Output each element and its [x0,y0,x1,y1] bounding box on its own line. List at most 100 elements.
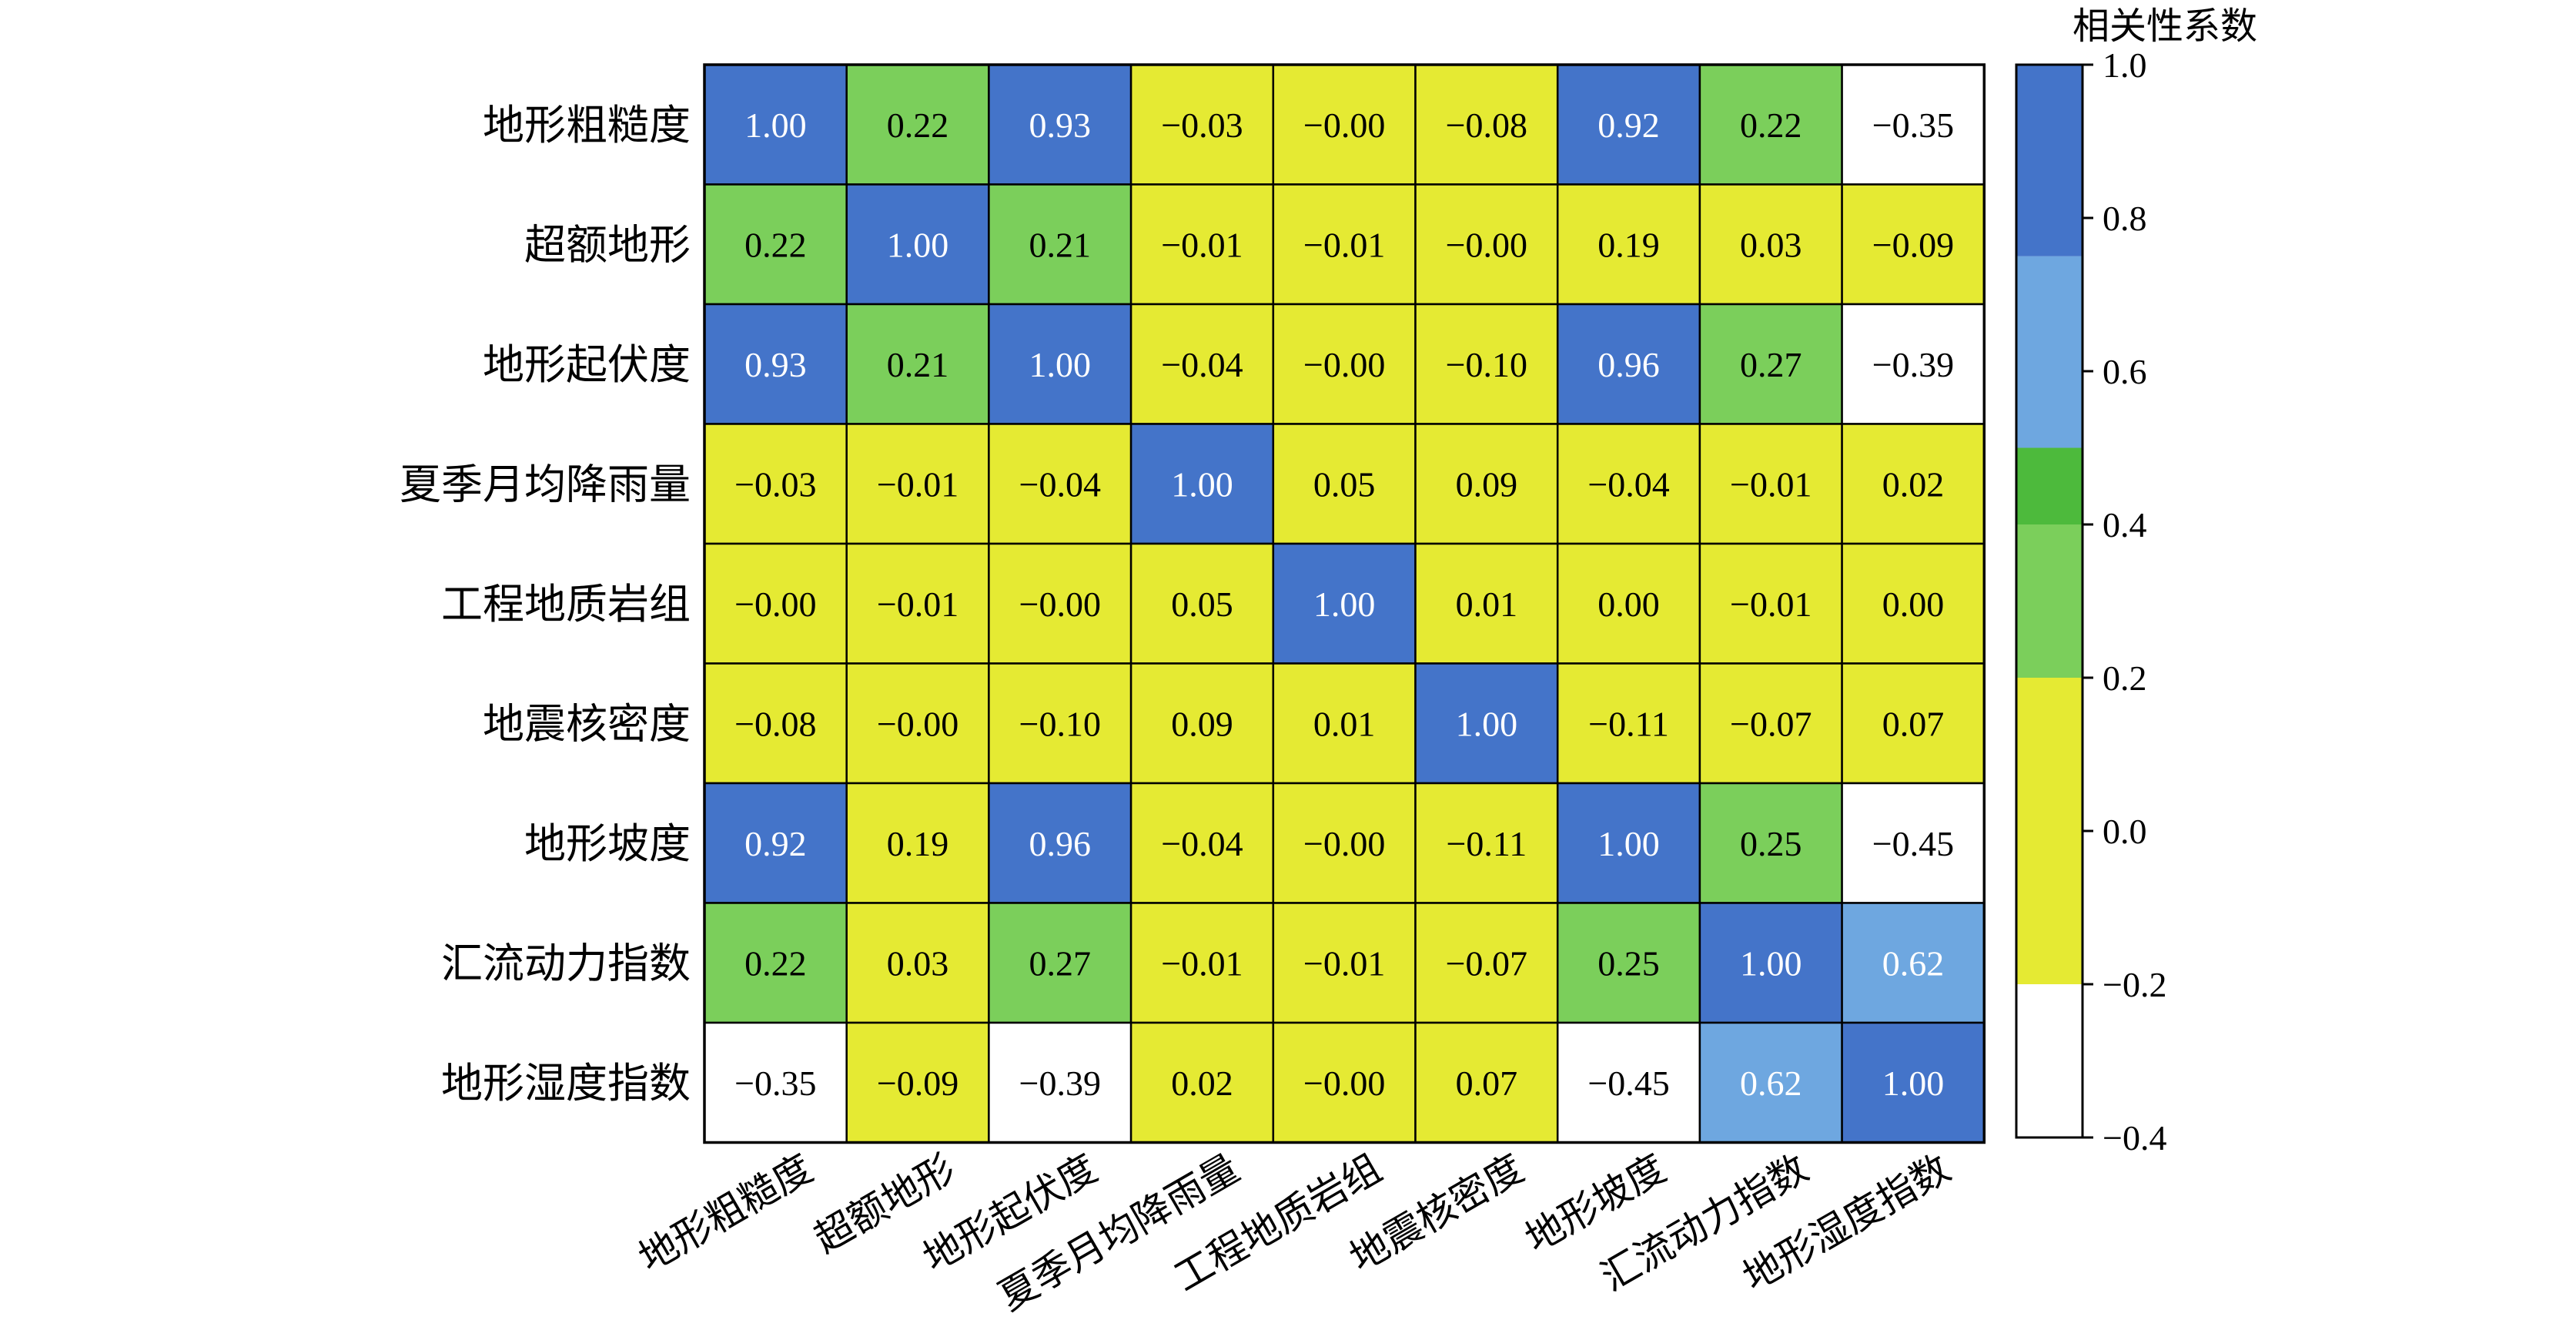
cell-value-r7-c7: 1.00 [1740,943,1802,983]
cell-value-r8-c8: 1.00 [1882,1064,1945,1103]
heatmap-cell-r2-c4 [1272,303,1417,425]
cell-value-r5-c6: −0.11 [1588,704,1669,743]
cell-value-r1-c7: 0.03 [1740,225,1802,264]
heatmap-cell-r5-c4 [1272,662,1417,785]
heatmap-cell-r7-c5 [1414,902,1559,1024]
heatmap-cell-r3-c0 [703,423,848,545]
cell-value-r8-c5: 0.07 [1456,1064,1518,1103]
heatmap-cell-r7-c8 [1841,902,1986,1024]
colorbar-bin-1 [2016,831,2083,984]
cell-value-r3-c0: −0.03 [734,464,816,504]
heatmap-cell-r4-c0 [703,542,848,665]
cell-value-r7-c3: −0.01 [1161,943,1243,983]
row-label-6: 地形坡度 [524,819,691,868]
heatmap-cell-r3-c3 [1129,423,1275,545]
cell-value-r5-c8: 0.07 [1882,704,1945,743]
heatmap-cell-r7-c3 [1129,902,1275,1024]
cell-value-r7-c2: 0.27 [1029,943,1092,983]
colorbar-bin-4 [2016,447,2083,524]
cell-value-r8-c4: −0.00 [1303,1064,1385,1103]
heatmap-border [703,63,1986,1144]
cell-value-r2-c0: 0.93 [744,345,807,384]
cell-value-r5-c1: −0.00 [877,704,958,743]
colorbar-bin-2 [2016,678,2083,831]
cell-value-r7-c0: 0.22 [744,943,807,983]
cell-value-r5-c5: 1.00 [1456,704,1518,743]
cell-value-r1-c0: 0.22 [744,225,807,264]
cell-value-r1-c1: 1.00 [887,225,949,264]
heatmap-cell-r6-c0 [703,782,848,904]
cell-value-r0-c8: −0.35 [1872,106,1954,145]
heatmap-cell-r2-c1 [845,303,990,425]
cell-value-r2-c6: 0.96 [1597,345,1660,384]
colorbar-tick-label-6: −0.2 [2103,965,2166,1004]
cell-value-r3-c3: 1.00 [1171,464,1233,504]
heatmap-cell-r8-c1 [845,1021,990,1144]
heatmap-cell-r6-c4 [1272,782,1417,904]
cell-value-r3-c1: −0.01 [877,464,958,504]
heatmap-cell-r7-c0 [703,902,848,1024]
heatmap-cell-r5-c8 [1841,662,1986,785]
cell-value-r1-c2: 0.21 [1029,225,1092,264]
colorbar-bin-5 [2016,256,2083,448]
col-label-3: 夏季月均降雨量 [991,1146,1246,1319]
heatmap-cell-r3-c1 [845,423,990,545]
cell-value-r8-c6: −0.45 [1587,1064,1669,1103]
row-label-3: 夏季月均降雨量 [400,460,691,508]
heatmap-cell-r1-c4 [1272,183,1417,306]
cell-value-r3-c5: 0.09 [1456,464,1518,504]
heatmap-cell-r8-c6 [1556,1021,1701,1144]
cell-value-r2-c3: −0.04 [1161,345,1243,384]
cell-value-r6-c0: 0.92 [744,824,807,863]
colorbar-tick-label-2: 0.6 [2103,352,2147,391]
cell-value-r8-c7: 0.62 [1740,1064,1802,1103]
colorbar-tick-label-7: −0.4 [2103,1118,2166,1158]
heatmap-cell-r5-c5 [1414,662,1559,785]
cell-value-r5-c7: −0.07 [1730,704,1812,743]
row-label-2: 地形起伏度 [483,340,691,389]
heatmap-cell-r8-c5 [1414,1021,1559,1144]
colorbar-tick-label-3: 0.4 [2103,505,2147,544]
heatmap-cell-r0-c7 [1698,63,1843,186]
cell-value-r4-c8: 0.00 [1882,585,1945,624]
heatmap-cell-r7-c4 [1272,902,1417,1024]
cell-value-r0-c1: 0.22 [887,106,949,145]
cell-value-r1-c8: −0.09 [1872,225,1954,264]
colorbar-tick-label-0: 1.0 [2103,45,2147,85]
cell-value-r4-c6: 0.00 [1597,585,1660,624]
cell-value-r1-c5: −0.00 [1446,225,1527,264]
heatmap-cell-values: 1.00 0.22 0.93 −0.03 −0.00 −0.08 0.92 0.22 −0.35… [734,106,1954,1103]
row-labels: 地形粗糙度超额地形地形起伏度夏季月均降雨量工程地质岩组地震核密度地形坡度汇流动力… [400,101,691,1107]
heatmap-cell-r5-c3 [1129,662,1275,785]
cell-value-r2-c8: −0.39 [1872,345,1954,384]
cell-value-r0-c0: 1.00 [744,106,807,145]
cell-value-r1-c6: 0.19 [1597,225,1660,264]
row-label-5: 地震核密度 [483,699,691,748]
heatmap-cell-r5-c7 [1698,662,1843,785]
heatmap-cell-r8-c0 [703,1021,848,1144]
heatmap-cell-r2-c0 [703,303,848,425]
cell-value-r3-c2: −0.04 [1019,464,1101,504]
heatmap-cell-r1-c8 [1841,183,1986,306]
heatmap-cell-r5-c1 [845,662,990,785]
heatmap-cell-r4-c3 [1129,542,1275,665]
heatmap-cell-r2-c3 [1129,303,1275,425]
heatmap-cell-r7-c6 [1556,902,1701,1024]
cell-value-r4-c1: −0.01 [877,585,958,624]
cell-value-r2-c2: 1.00 [1029,345,1092,384]
cell-value-r2-c1: 0.21 [887,345,949,384]
heatmap-cell-r4-c2 [988,542,1132,665]
cell-value-r6-c4: −0.00 [1303,824,1385,863]
cell-value-r6-c1: 0.19 [887,824,949,863]
cell-value-r6-c5: −0.11 [1446,824,1527,863]
cell-value-r0-c7: 0.22 [1740,106,1802,145]
colorbar-bin-6 [2016,65,2083,256]
cell-value-r3-c8: 0.02 [1882,464,1945,504]
cell-value-r1-c4: −0.01 [1303,225,1385,264]
row-label-0: 地形粗糙度 [483,101,691,149]
cell-value-r5-c2: −0.10 [1019,704,1101,743]
colorbar-border [2015,63,2084,1139]
heatmap-cell-r1-c2 [988,183,1132,306]
cell-value-r3-c6: −0.04 [1587,464,1669,504]
